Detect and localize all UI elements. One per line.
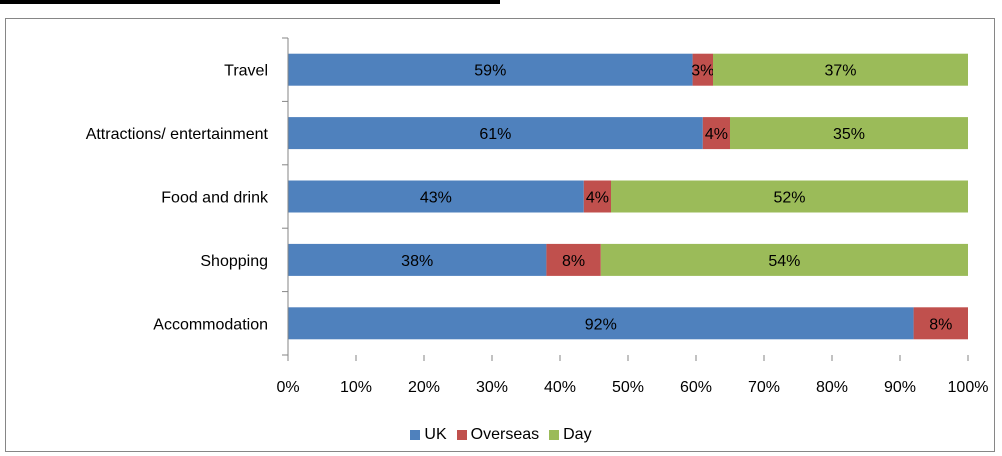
data-label-travel-overseas: 3% [691, 63, 714, 80]
legend-swatch-uk [410, 430, 421, 440]
legend-swatch-day [549, 430, 560, 440]
bar-shopping-day [600, 243, 968, 276]
x-tick-label: 30% [476, 379, 508, 396]
data-label-attractions-entertainment-uk: 61% [479, 126, 511, 143]
bar-food-and-drink-day [611, 180, 968, 213]
bar-accommodation-uk [288, 307, 914, 340]
data-label-accommodation-overseas: 8% [929, 316, 952, 333]
legend-label-uk: UK [424, 426, 447, 443]
bar-food-and-drink-uk [288, 180, 584, 213]
data-label-attractions-entertainment-overseas: 4% [705, 126, 728, 143]
bar-travel-day [713, 53, 968, 86]
chart-frame [5, 18, 995, 452]
category-label-accommodation: Accommodation [153, 316, 268, 333]
category-label-travel: Travel [224, 63, 268, 80]
data-label-travel-uk: 59% [474, 63, 506, 80]
x-tick-label: 40% [544, 379, 576, 396]
bar-shopping-overseas [546, 243, 601, 276]
x-tick-label: 90% [884, 379, 916, 396]
x-tick-label: 20% [408, 379, 440, 396]
x-tick-label: 0% [276, 379, 299, 396]
x-tick-label: 80% [816, 379, 848, 396]
x-tick-label: 50% [612, 379, 644, 396]
bar-attractions-entertainment-uk [288, 117, 703, 150]
category-label-food-and-drink: Food and drink [161, 190, 269, 207]
data-label-shopping-day: 54% [768, 253, 800, 270]
bar-accommodation-overseas [913, 307, 968, 340]
chart-legend: UK Overseas Day [0, 426, 1002, 444]
data-label-food-and-drink-uk: 43% [420, 190, 452, 207]
data-label-food-and-drink-day: 52% [773, 190, 805, 207]
bar-shopping-uk [288, 243, 547, 276]
data-label-food-and-drink-overseas: 4% [586, 190, 609, 207]
x-tick-label: 60% [680, 379, 712, 396]
bar-travel-uk [288, 53, 693, 86]
category-label-shopping: Shopping [200, 253, 268, 270]
category-label-attractions-entertainment: Attractions/ entertainment [86, 126, 269, 143]
bar-food-and-drink-overseas [583, 180, 611, 213]
x-tick-label: 10% [340, 379, 372, 396]
bar-attractions-entertainment-overseas [702, 117, 730, 150]
legend-label-overseas: Overseas [470, 426, 540, 443]
data-label-shopping-overseas: 8% [562, 253, 585, 270]
data-label-accommodation-uk: 92% [585, 316, 617, 333]
legend-item-overseas: Overseas [456, 426, 540, 444]
legend-item-day: Day [549, 426, 592, 444]
data-label-travel-day: 37% [824, 63, 856, 80]
x-tick-label: 70% [748, 379, 780, 396]
header-rule [0, 0, 500, 4]
bar-travel-overseas [692, 53, 713, 86]
data-label-shopping-uk: 38% [401, 253, 433, 270]
legend-swatch-overseas [456, 430, 467, 440]
legend-item-uk: UK [410, 426, 447, 444]
legend-label-day: Day [563, 426, 592, 443]
x-tick-label: 100% [948, 379, 989, 396]
bar-attractions-entertainment-day [730, 117, 968, 150]
data-label-attractions-entertainment-day: 35% [833, 126, 865, 143]
